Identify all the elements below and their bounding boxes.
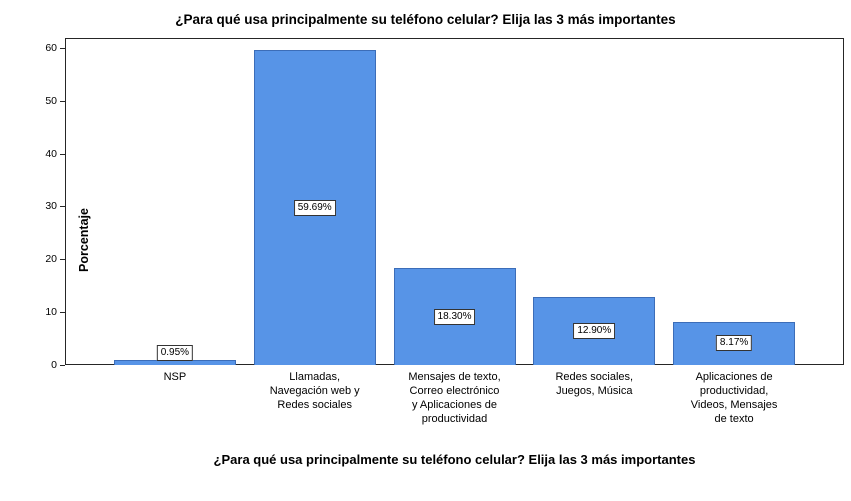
category-label: Aplicaciones de productividad, Videos, M…: [690, 371, 778, 425]
bar-value-label: 59.69%: [293, 199, 336, 216]
category-label: Mensajes de texto, Correo electrónico y …: [408, 371, 501, 425]
category-label: NSP: [163, 371, 187, 383]
chart-title: ¿Para qué usa principalmente su teléfono…: [175, 12, 676, 27]
y-tick-label: 20: [45, 253, 57, 266]
bar-value-label: 12.90%: [573, 322, 616, 339]
y-tick-label: 10: [45, 305, 57, 318]
y-tick-mark: [60, 206, 65, 208]
y-tick-mark: [60, 259, 65, 261]
x-axis-title: ¿Para qué usa principalmente su teléfono…: [213, 452, 696, 467]
bar-value-label: 8.17%: [715, 335, 753, 352]
y-tick-label: 0: [51, 358, 57, 371]
y-tick-label: 50: [45, 94, 57, 107]
y-tick-mark: [60, 48, 65, 50]
bar-value-label: 0.95%: [156, 344, 194, 361]
category-label: Llamadas, Navegación web y Redes sociale…: [269, 371, 360, 411]
category-label: Redes sociales, Juegos, Música: [555, 371, 634, 397]
y-tick-mark: [60, 311, 65, 313]
y-tick-label: 60: [45, 42, 57, 55]
y-axis-title: Porcentaje: [77, 208, 91, 272]
y-tick-label: 40: [45, 147, 57, 160]
bar-value-label: 18.30%: [433, 308, 476, 325]
y-tick-label: 30: [45, 200, 57, 213]
y-tick-mark: [60, 100, 65, 102]
y-tick-mark: [60, 153, 65, 155]
y-tick-mark: [60, 364, 65, 366]
